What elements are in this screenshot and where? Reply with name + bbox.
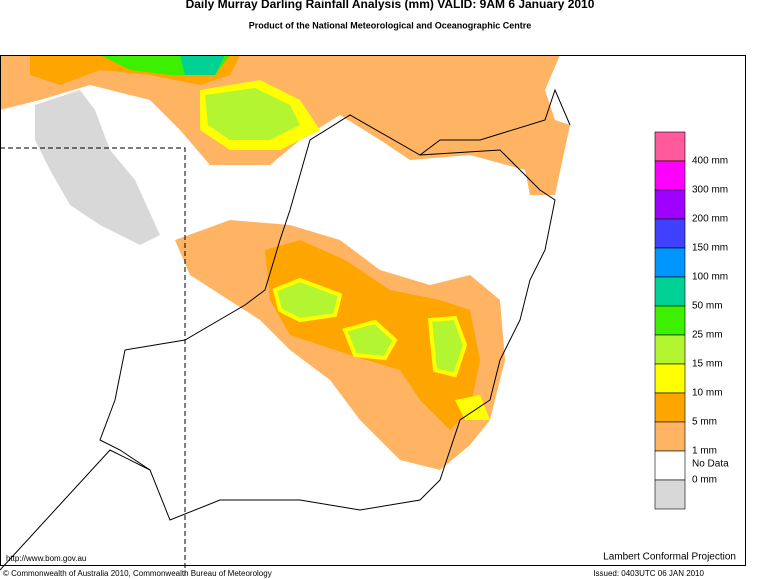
rain-15mm (427, 315, 468, 378)
legend-swatch (654, 334, 686, 365)
legend-label: 100 mm (692, 272, 728, 283)
copyright: © Commonwealth of Australia 2010, Common… (3, 569, 272, 578)
map (0, 55, 780, 579)
rain-15mm (342, 319, 398, 361)
legend-swatch (654, 479, 686, 510)
legend-label: 0 mm (692, 475, 717, 486)
url: http://www.bom.gov.au (6, 554, 86, 563)
title: Daily Murray Darling Rainfall Analysis (… (186, 0, 595, 11)
no-data (35, 90, 160, 245)
legend-swatch (654, 160, 686, 191)
legend-swatch (654, 305, 686, 336)
issued: Issued: 0403UTC 06 JAN 2010 (593, 569, 704, 578)
rain-15mm (205, 88, 300, 140)
rain-50mm (180, 55, 225, 75)
projection: Lambert Conformal Projection (603, 552, 736, 563)
legend-swatch (654, 450, 686, 481)
legend-label: 150 mm (692, 243, 728, 254)
map-frame (0, 55, 746, 566)
legend-swatch (654, 421, 686, 452)
legend-swatch (654, 247, 686, 278)
legend-swatch (654, 276, 686, 307)
legend-label: 200 mm (692, 214, 728, 225)
legend-swatch (654, 363, 686, 394)
rain-15mm (272, 277, 343, 323)
legend-swatch (654, 392, 686, 423)
legend-label: 5 mm (692, 417, 717, 428)
legend-label: 10 mm (692, 388, 723, 399)
boundaries (0, 88, 571, 579)
legend-label: 25 mm (692, 330, 723, 341)
legend-swatch (654, 131, 686, 162)
rain-10mm (455, 395, 490, 420)
legend-label: 1 mm (692, 446, 717, 457)
legend-label: 50 mm (692, 301, 723, 312)
legend-swatch (654, 218, 686, 249)
legend-label: 400 mm (692, 156, 728, 167)
subtitle: Product of the National Meteorological a… (249, 20, 532, 30)
legend-label: No Data (692, 459, 729, 470)
legend-swatch (654, 189, 686, 220)
legend-label: 15 mm (692, 359, 723, 370)
legend-label: 300 mm (692, 185, 728, 196)
legend: 400 mm 300 mm 200 mm 150 mm 100 mm 50 mm 25 mm… (654, 131, 729, 510)
